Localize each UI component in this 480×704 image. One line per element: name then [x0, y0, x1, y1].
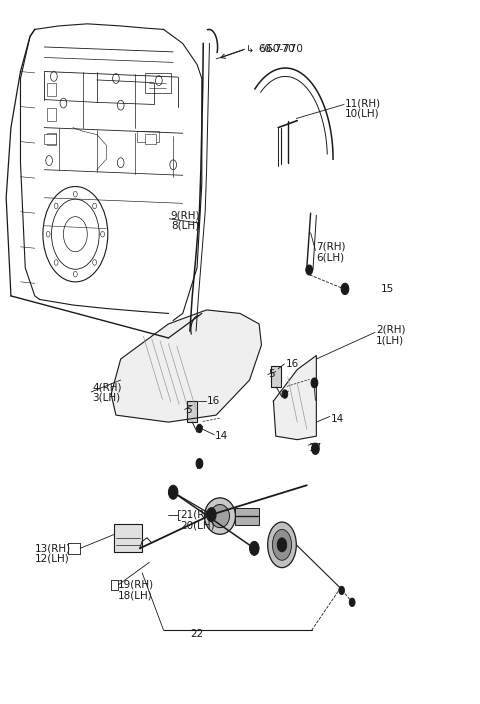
Circle shape [250, 541, 259, 555]
Text: 17: 17 [309, 443, 323, 453]
Text: 60-770: 60-770 [258, 44, 295, 54]
FancyBboxPatch shape [47, 108, 56, 120]
FancyBboxPatch shape [187, 401, 197, 422]
FancyBboxPatch shape [271, 366, 281, 387]
Text: 2(RH): 2(RH) [376, 325, 406, 334]
FancyBboxPatch shape [235, 508, 259, 524]
Ellipse shape [273, 529, 291, 560]
Text: 10(LH): 10(LH) [345, 108, 380, 118]
Circle shape [339, 586, 345, 595]
Text: 22: 22 [190, 629, 203, 639]
Text: 15: 15 [381, 284, 394, 294]
Text: 18(LH): 18(LH) [118, 591, 153, 601]
Text: 11(RH): 11(RH) [345, 98, 381, 108]
Circle shape [349, 598, 355, 607]
Text: 9(RH): 9(RH) [171, 210, 200, 220]
Circle shape [311, 378, 318, 388]
Ellipse shape [204, 498, 236, 534]
Text: 19(RH): 19(RH) [118, 580, 155, 590]
Text: 16: 16 [285, 359, 299, 369]
Text: 5: 5 [269, 370, 275, 379]
Text: 14: 14 [215, 431, 228, 441]
FancyBboxPatch shape [114, 524, 142, 552]
FancyBboxPatch shape [47, 84, 56, 96]
FancyBboxPatch shape [47, 132, 56, 145]
Text: 12(LH): 12(LH) [35, 554, 70, 564]
Ellipse shape [210, 505, 229, 528]
FancyBboxPatch shape [44, 134, 56, 144]
Text: 3(LH): 3(LH) [92, 393, 120, 403]
Polygon shape [274, 356, 316, 440]
Text: 16: 16 [206, 396, 220, 406]
Circle shape [206, 508, 216, 522]
Circle shape [168, 485, 178, 499]
Text: ↳: ↳ [246, 44, 254, 54]
Circle shape [282, 390, 288, 398]
Text: ☃60-770: ☃60-770 [257, 44, 302, 54]
Text: 14: 14 [331, 414, 344, 424]
Text: 7(RH): 7(RH) [316, 241, 346, 252]
Polygon shape [111, 310, 262, 422]
FancyBboxPatch shape [144, 73, 171, 92]
Ellipse shape [268, 522, 296, 567]
Text: 5: 5 [185, 405, 192, 415]
Circle shape [277, 538, 287, 552]
Circle shape [196, 458, 203, 468]
Text: 1(LH): 1(LH) [376, 335, 404, 345]
FancyBboxPatch shape [144, 134, 156, 144]
Text: 21(RH): 21(RH) [180, 510, 216, 520]
Text: 13(RH): 13(RH) [35, 543, 71, 553]
Text: 4(RH): 4(RH) [92, 382, 121, 392]
Text: 8(LH): 8(LH) [171, 221, 199, 231]
Circle shape [197, 425, 202, 433]
Text: 20(LH): 20(LH) [180, 520, 215, 530]
FancyBboxPatch shape [137, 131, 159, 142]
Text: 6(LH): 6(LH) [316, 252, 345, 263]
Circle shape [341, 283, 349, 294]
Circle shape [306, 265, 312, 275]
Circle shape [312, 443, 319, 454]
